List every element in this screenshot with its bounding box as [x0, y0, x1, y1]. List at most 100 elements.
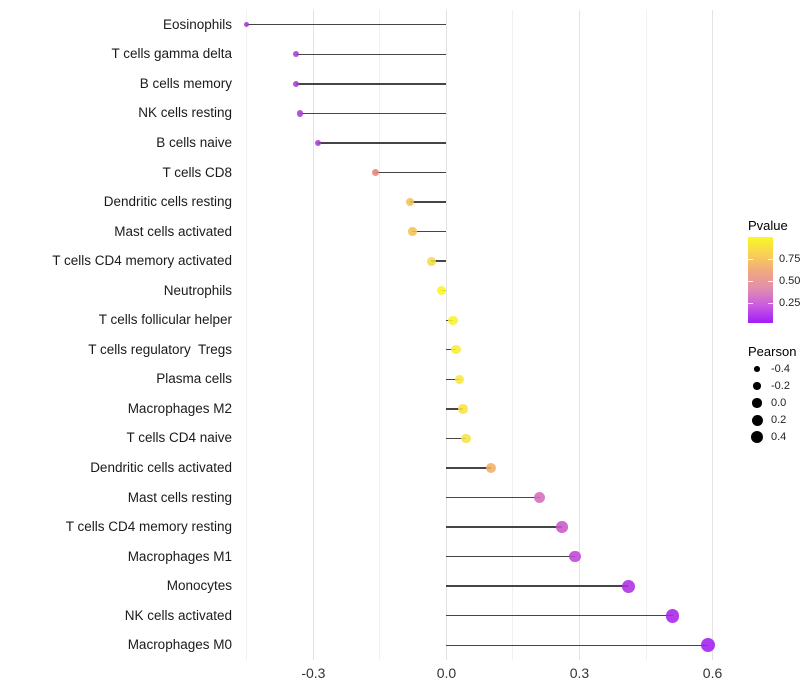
data-point [296, 110, 304, 117]
x-tick-label: 0.6 [702, 665, 723, 681]
data-point [451, 345, 461, 355]
pearson-legend-label: -0.4 [771, 363, 790, 375]
category-label: Eosinophils [162, 16, 232, 32]
pvalue-legend-tick-label: 0.25 [779, 296, 800, 309]
lollipop-stem [446, 349, 457, 351]
lollipop-stem [446, 496, 540, 499]
category-label: B cells memory [139, 75, 232, 91]
category-label: T cells regulatory Tregs [88, 341, 232, 357]
lollipop-stem [295, 83, 447, 85]
category-label: Macrophages M0 [127, 637, 232, 653]
pvalue-legend-tick [748, 280, 753, 282]
data-point [555, 521, 568, 533]
category-label: Dendritic cells activated [90, 459, 232, 475]
pvalue-legend-tick-label: 0.75 [779, 252, 800, 265]
lollipop-stem [375, 171, 447, 174]
data-point [485, 462, 496, 473]
data-point [292, 51, 299, 58]
lollipop-stem [446, 437, 466, 440]
data-point [292, 80, 299, 87]
pvalue-legend-tick [768, 280, 773, 282]
data-point [405, 197, 415, 207]
pearson-legend-title: Pearson [748, 344, 797, 359]
lollipop-stem [410, 201, 447, 203]
category-label: T cells gamma delta [111, 46, 232, 62]
lollipop-stem [300, 112, 447, 115]
category-label: Neutrophils [163, 282, 232, 298]
lollipop-stem [446, 378, 460, 380]
category-label: T cells CD8 [162, 164, 232, 180]
lollipop-stem [317, 142, 447, 144]
lollipop-stem [431, 260, 447, 262]
pvalue-gradient-bar [748, 237, 773, 323]
lollipop-stem [446, 526, 562, 528]
pearson-legend-label: 0.0 [771, 397, 787, 409]
minor-gridline [512, 10, 514, 660]
category-label: Macrophages M1 [127, 548, 232, 564]
category-label: Mast cells activated [114, 223, 232, 239]
category-label: T cells CD4 naive [126, 430, 232, 446]
data-point [244, 22, 250, 28]
data-point [455, 374, 465, 385]
category-label: Dendritic cells resting [103, 194, 232, 210]
pearson-legend-dot [752, 398, 762, 408]
pearson-legend-label: 0.4 [771, 431, 787, 443]
category-label: B cells naive [156, 134, 232, 150]
lollipop-stem [446, 585, 629, 587]
category-label: NK cells resting [138, 105, 232, 121]
x-tick-label: 0.3 [569, 665, 590, 681]
data-point [426, 256, 436, 266]
pearson-legend-label: -0.2 [771, 380, 790, 392]
data-point [621, 579, 635, 593]
lollipop-stem [246, 24, 447, 26]
minor-gridline [246, 10, 248, 660]
major-gridline [312, 10, 314, 660]
category-label: T cells CD4 memory resting [65, 519, 232, 535]
pvalue-legend-tick-label: 0.50 [779, 274, 800, 287]
data-point [314, 139, 322, 147]
pvalue-legend-tick [748, 302, 753, 304]
pvalue-legend-title: Pvalue [748, 218, 788, 233]
lollipop-stem [412, 230, 447, 233]
pearson-legend-label: 0.2 [771, 414, 787, 426]
pvalue-legend-tick [748, 258, 753, 260]
lollipop-stem [446, 644, 709, 646]
x-tick-label: -0.3 [301, 665, 326, 681]
category-label: Macrophages M2 [127, 400, 232, 416]
x-tick-label: 0.0 [436, 665, 457, 681]
category-label: T cells CD4 memory activated [52, 253, 232, 269]
lollipop-stem [446, 555, 576, 558]
data-point [700, 637, 716, 653]
category-label: Plasma cells [156, 371, 232, 387]
plot-panel [238, 10, 748, 660]
pearson-legend-dot [750, 430, 764, 444]
data-point [458, 404, 468, 414]
pvalue-legend-tick [768, 302, 773, 304]
lollipop-stem [446, 408, 463, 410]
lollipop-stem [446, 614, 673, 617]
category-label: NK cells activated [124, 607, 232, 623]
category-label: Mast cells resting [127, 489, 232, 505]
data-point [461, 433, 471, 444]
minor-gridline [645, 10, 647, 660]
pearson-legend-dot [754, 366, 760, 372]
minor-gridline [379, 10, 381, 660]
lollipop-stem [446, 467, 491, 469]
major-gridline [712, 10, 714, 660]
data-point [569, 550, 581, 563]
category-label: T cells follicular helper [98, 312, 232, 328]
data-point [448, 315, 458, 325]
data-point [371, 168, 380, 177]
data-point [437, 286, 447, 296]
data-point [408, 227, 417, 236]
pearson-legend-dot [753, 382, 761, 390]
major-gridline [578, 10, 580, 660]
category-label: Monocytes [166, 578, 232, 594]
major-gridline [445, 10, 447, 660]
pearson-legend-dot [751, 414, 763, 426]
data-point [534, 491, 546, 504]
data-point [665, 608, 680, 623]
lollipop-stem [295, 53, 447, 55]
pvalue-legend-tick [768, 258, 773, 260]
